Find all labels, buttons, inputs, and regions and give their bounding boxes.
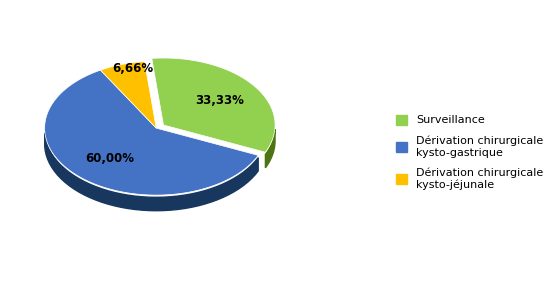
Polygon shape	[45, 70, 258, 195]
Polygon shape	[152, 58, 275, 152]
Legend: Surveillance, Dérivation chirurgicale
kysto-gastrique, Dérivation chirurgicale
k: Surveillance, Dérivation chirurgicale ky…	[393, 111, 547, 194]
Polygon shape	[100, 62, 156, 128]
Text: 33,33%: 33,33%	[195, 94, 244, 107]
Polygon shape	[266, 129, 275, 168]
Text: 6,66%: 6,66%	[112, 62, 153, 75]
Text: 60,00%: 60,00%	[85, 152, 134, 166]
Polygon shape	[45, 133, 258, 211]
